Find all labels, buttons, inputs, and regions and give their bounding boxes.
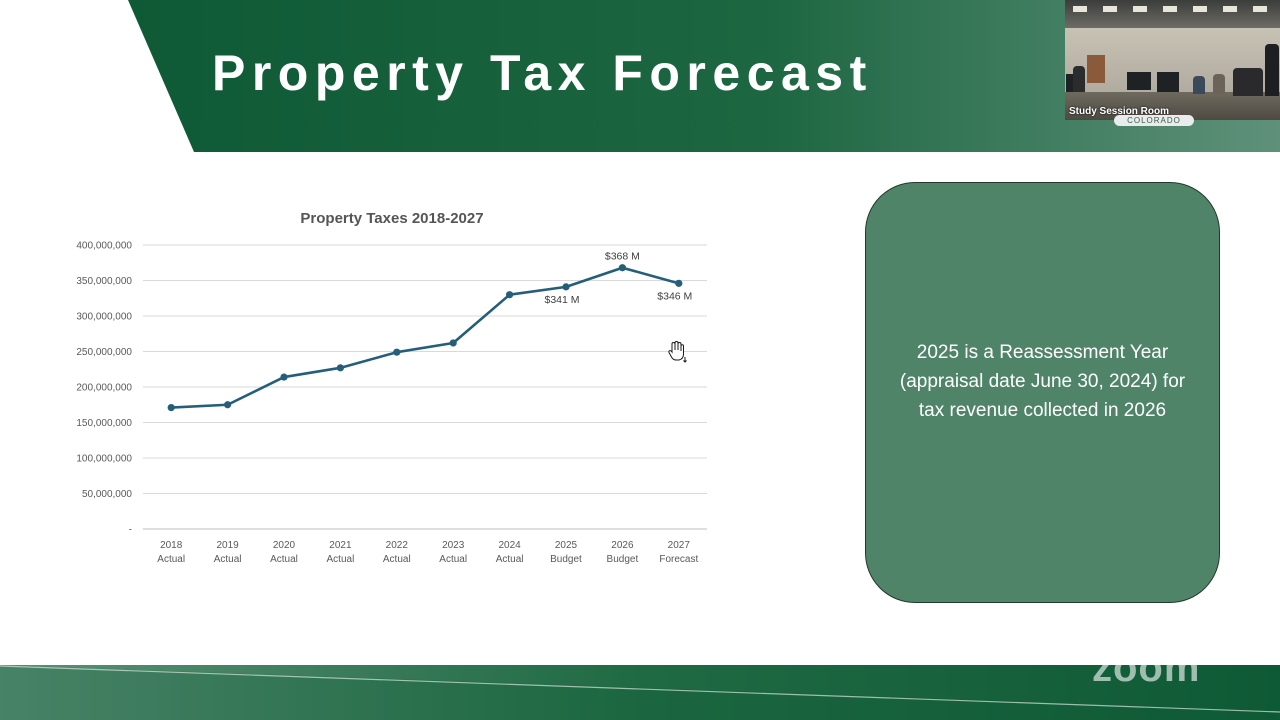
y-tick-label: 350,000,000	[76, 276, 132, 287]
x-tick-label: 2024	[498, 540, 521, 551]
y-tick-label: 400,000,000	[76, 241, 132, 252]
title-banner: Property Tax Forecast	[0, 0, 1280, 152]
data-point	[675, 279, 683, 287]
property-tax-chart: Property Taxes 2018-2027 - 50,000,000 100,0…	[60, 200, 730, 580]
data-label: $368 M	[605, 251, 640, 263]
y-tick-label: 250,000,000	[76, 347, 132, 358]
footer-band	[0, 665, 1280, 720]
reassessment-callout: 2025 is a Reassessment Year (appraisal d…	[865, 182, 1220, 603]
data-point	[280, 373, 288, 381]
hand-cursor-icon	[668, 340, 687, 363]
x-tick-sublabel: Forecast	[659, 554, 698, 565]
chart-title: Property Taxes 2018-2027	[300, 210, 483, 227]
colorado-badge: COLORADO	[1114, 115, 1194, 126]
y-tick-label: 50,000,000	[82, 489, 132, 500]
data-point	[449, 339, 457, 347]
y-tick-label: 300,000,000	[76, 312, 132, 323]
x-tick-sublabel: Actual	[327, 554, 355, 565]
data-point	[393, 348, 401, 356]
data-label: $346 M	[657, 290, 692, 302]
data-point	[562, 283, 570, 291]
x-tick-label: 2020	[273, 540, 296, 551]
callout-text: 2025 is a Reassessment Year (appraisal d…	[899, 342, 1186, 421]
x-tick-sublabel: Actual	[270, 554, 298, 565]
x-tick-label: 2025	[555, 540, 578, 551]
participant-video-tile[interactable]: Study Session Room	[1065, 0, 1280, 120]
x-tick-sublabel: Actual	[157, 554, 185, 565]
x-tick-sublabel: Budget	[550, 554, 582, 565]
x-tick-label: 2022	[386, 540, 409, 551]
slide-title: Property Tax Forecast	[212, 45, 873, 101]
x-tick-label: 2021	[329, 540, 352, 551]
data-point	[618, 264, 627, 272]
y-tick-label: 100,000,000	[76, 454, 132, 465]
video-room-label: Study Session Room	[1069, 106, 1170, 117]
data-point	[167, 403, 175, 412]
y-tick-label: 150,000,000	[76, 418, 132, 429]
x-tick-label: 2018	[160, 540, 183, 551]
series-line	[171, 266, 680, 409]
x-tick-sublabel: Budget	[607, 554, 639, 565]
zoom-watermark: zoom	[1092, 646, 1201, 690]
y-tick-label: -	[129, 525, 132, 536]
data-point	[506, 291, 514, 299]
x-tick-sublabel: Actual	[383, 554, 411, 565]
data-label: $341 M	[544, 294, 579, 306]
x-tick-sublabel: Actual	[496, 554, 524, 565]
data-point	[224, 401, 232, 409]
x-tick-sublabel: Actual	[439, 554, 467, 565]
x-tick-label: 2019	[216, 540, 239, 551]
y-tick-label: 200,000,000	[76, 383, 132, 394]
x-tick-label: 2027	[668, 540, 691, 551]
x-tick-label: 2023	[442, 540, 465, 551]
x-tick-sublabel: Actual	[214, 554, 242, 565]
chart-svg: Property Taxes 2018-2027 - 50,000,000 100,0…	[76, 210, 707, 565]
x-tick-label: 2026	[611, 540, 634, 551]
data-point	[336, 364, 344, 372]
